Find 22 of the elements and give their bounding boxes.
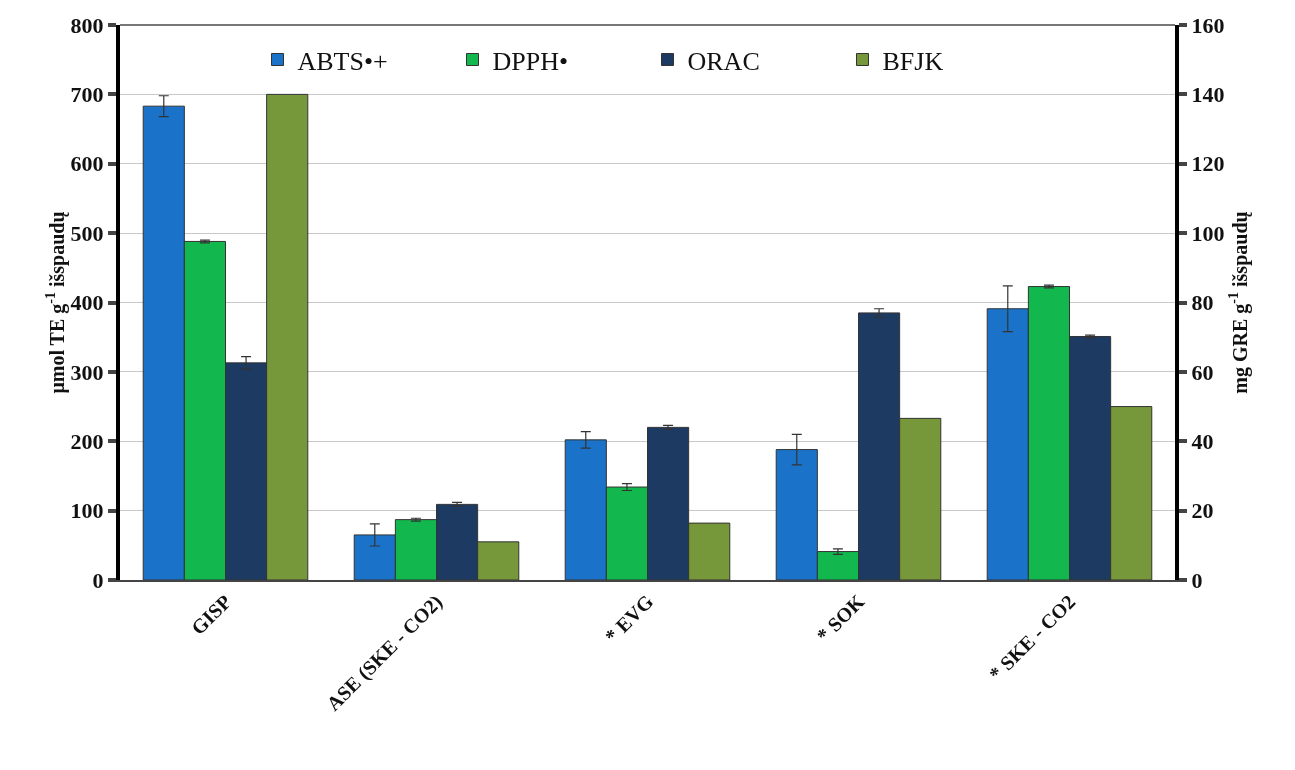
legend-label: BFJK [882,46,944,76]
y2-tick-label: 40 [1191,428,1214,454]
y-tick-label: 500 [70,220,104,246]
y-tick-label: 100 [70,498,104,524]
y2-tick-label: 160 [1191,12,1225,38]
y-tick-label: 200 [70,428,104,454]
legend-label: ORAC [687,46,760,76]
y-tick-label: 600 [70,151,104,177]
y-tick-label: 800 [70,12,104,38]
y-tick-label: 700 [70,82,104,108]
legend-label: DPPH• [492,46,569,76]
y2-tick-label: 60 [1191,359,1214,385]
y2-tick-label: 20 [1191,498,1214,524]
y2-tick-label: 80 [1191,290,1214,316]
y2-tick-label: 140 [1191,82,1225,108]
y2-tick-label: 0 [1191,567,1203,593]
y2-tick-label: 120 [1191,151,1225,177]
y-tick-label: 0 [92,567,104,593]
legend-label: ABTS•+ [297,46,388,76]
y-tick-label: 400 [70,290,104,316]
y-tick-label: 300 [70,359,104,385]
y2-tick-label: 100 [1191,220,1225,246]
